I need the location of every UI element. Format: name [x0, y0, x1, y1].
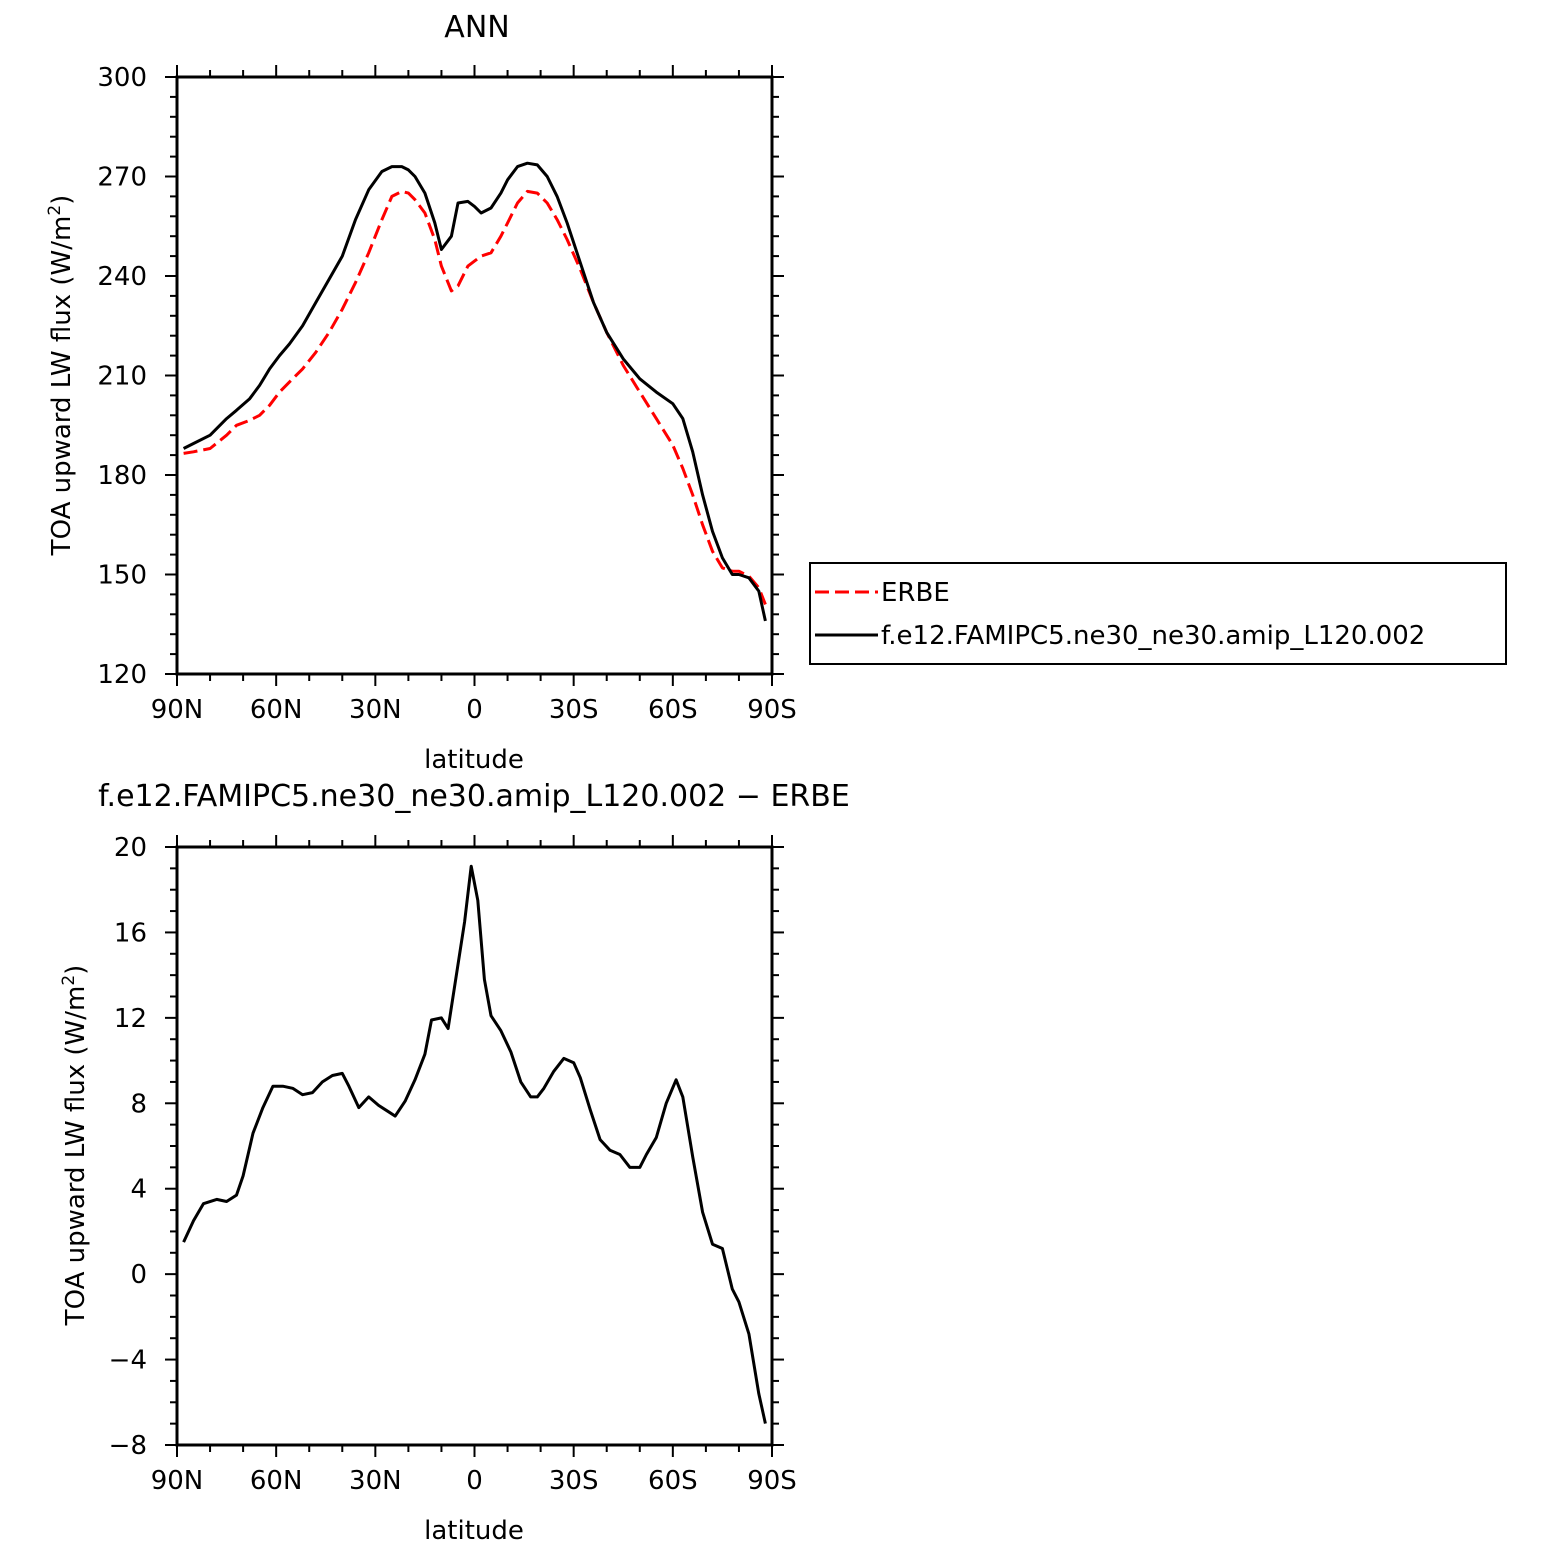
axis-ticks: 90N 60N 30N 0 30S 60S 90S −8 −4 0 4 8 12 16 20: [109, 833, 797, 1496]
bottom-panel: f.e12.FAMIPC5.ne30_ne30.amip_L120.002 − …: [59, 779, 850, 1546]
x-tick-label: 30N: [349, 1466, 402, 1496]
series-line-difference: [182, 864, 767, 1424]
series-group: [182, 161, 767, 622]
x-tick-label: 90N: [151, 1466, 204, 1496]
legend-entry-erbe: ERBE: [881, 578, 950, 608]
x-tick-label: 60N: [250, 1466, 303, 1496]
y-tick-label: 240: [97, 262, 147, 292]
chart-title: ANN: [444, 10, 509, 45]
x-tick-label: 0: [466, 1466, 483, 1496]
x-axis-label: latitude: [424, 745, 524, 775]
x-axis-label: latitude: [424, 1516, 524, 1546]
plot-frame: [175, 845, 774, 1447]
y-tick-label: 120: [97, 660, 147, 690]
x-tick-label: 0: [466, 695, 483, 725]
legend-entry-model: f.e12.FAMIPC5.ne30_ne30.amip_L120.002: [881, 621, 1425, 651]
x-tick-label: 30S: [549, 1466, 599, 1496]
series-group: [182, 864, 767, 1424]
series-line-erbe: [183, 189, 767, 605]
axis-ticks: 90N 60N 30N 0 30S 60S 90S 120 150 180 210 240 270 300: [97, 63, 796, 725]
y-tick-label: 20: [114, 833, 147, 863]
y-tick-label: 270: [97, 163, 147, 193]
legend-box: [809, 562, 1507, 665]
y-tick-label: −4: [109, 1346, 147, 1376]
y-tick-label: 16: [114, 918, 147, 948]
y-tick-label: 12: [114, 1004, 147, 1034]
y-tick-label: 8: [130, 1089, 147, 1119]
y-tick-label: 4: [130, 1175, 147, 1205]
x-tick-label: 60S: [648, 1466, 698, 1496]
legend: ERBE f.e12.FAMIPC5.ne30_ne30.amip_L120.0…: [809, 562, 1507, 665]
x-tick-label: 30S: [549, 695, 599, 725]
y-tick-label: 0: [130, 1260, 147, 1290]
y-axis-label: TOA upward LW flux (W/m2): [59, 965, 91, 1327]
series-line-f-e12-famipc5-ne30-ne30-amip-l120-002: [182, 161, 767, 622]
top-panel: ANN 90N 60N 30N 0 30S 60S 90S 120 150 180 210 240 27…: [45, 10, 797, 775]
x-tick-label: 90S: [747, 1466, 797, 1496]
x-tick-label: 90N: [151, 695, 204, 725]
x-tick-label: 60N: [250, 695, 303, 725]
y-tick-label: −8: [109, 1431, 147, 1461]
y-tick-label: 150: [97, 561, 147, 591]
y-tick-label: 180: [97, 461, 147, 491]
y-axis-label: TOA upward LW flux (W/m2): [45, 195, 77, 557]
x-tick-label: 90S: [747, 695, 797, 725]
x-tick-label: 30N: [349, 695, 402, 725]
chart-title: f.e12.FAMIPC5.ne30_ne30.amip_L120.002 − …: [98, 779, 850, 814]
x-tick-label: 60S: [648, 695, 698, 725]
y-tick-label: 300: [97, 63, 147, 93]
y-tick-label: 210: [97, 362, 147, 392]
